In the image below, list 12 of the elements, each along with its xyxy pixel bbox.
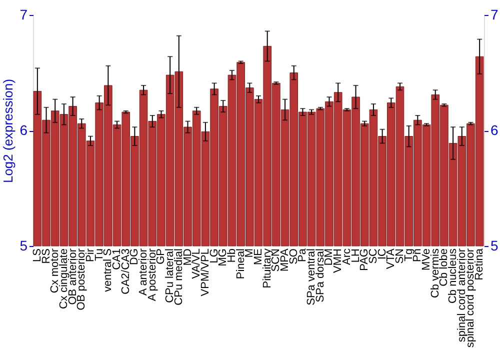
y-tick-label: 5: [20, 238, 28, 254]
y2-tick-label: 7: [490, 6, 498, 22]
x-tick-label: CPu medial: [172, 248, 185, 306]
y2-tick-label: 6: [490, 122, 498, 138]
x-tick-label: Hb: [226, 248, 238, 263]
y-axis-title: Log2 (expression): [0, 78, 16, 184]
y-tick-label: 7: [20, 6, 28, 22]
y2-tick-label: 5: [490, 238, 498, 254]
y-tick-label: 6: [20, 122, 28, 138]
x-tick-label: Arc: [340, 248, 353, 265]
x-tick-label: A posterior: [146, 248, 158, 302]
x-tick-label: RS: [40, 248, 52, 264]
